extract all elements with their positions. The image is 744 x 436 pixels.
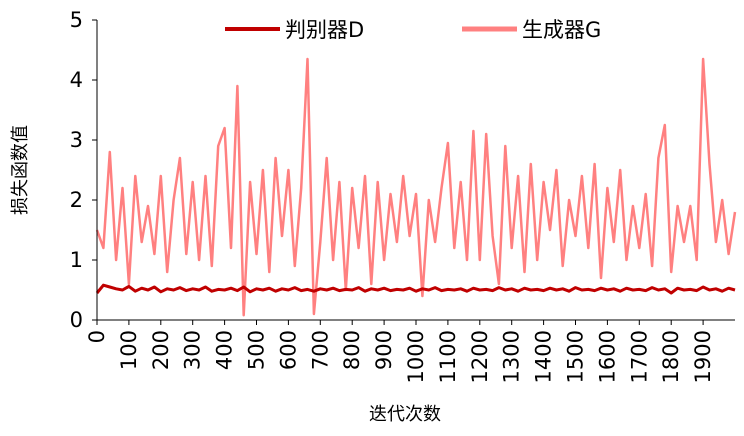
x-tick-label: 1600 <box>595 330 619 383</box>
x-tick-label: 1300 <box>500 330 524 383</box>
y-axis-title: 损失函数值 <box>10 125 31 215</box>
y-tick-label: 5 <box>70 8 83 32</box>
series-line <box>95 57 737 317</box>
x-tick-label: 1700 <box>627 330 651 383</box>
x-tick-label: 600 <box>276 330 300 370</box>
x-tick-label: 700 <box>308 330 332 370</box>
x-tick-label: 1800 <box>659 330 683 383</box>
x-tick-label: 500 <box>245 330 269 370</box>
y-tick-label: 2 <box>70 188 83 212</box>
y-tick-label: 3 <box>70 128 83 152</box>
legend-label: 生成器G <box>522 18 601 42</box>
x-tick-label: 900 <box>372 330 396 370</box>
x-axis-title: 迭代次数 <box>369 404 441 425</box>
x-tick-label: 1100 <box>436 330 460 383</box>
y-tick-label: 1 <box>70 248 83 272</box>
x-tick-label: 200 <box>149 330 173 370</box>
x-tick-label: 1500 <box>564 330 588 383</box>
series-line <box>95 283 736 295</box>
x-tick-label: 100 <box>117 330 141 370</box>
y-tick-label: 0 <box>70 308 83 332</box>
legend-label: 判别器D <box>285 18 364 42</box>
x-tick-label: 1900 <box>691 330 715 383</box>
x-tick-label: 800 <box>340 330 364 370</box>
x-tick-label: 400 <box>213 330 237 370</box>
y-tick-label: 4 <box>70 68 83 92</box>
x-tick-label: 1200 <box>468 330 492 383</box>
x-tick-label: 300 <box>181 330 205 370</box>
x-tick-label: 0 <box>85 330 109 343</box>
x-tick-label: 1400 <box>532 330 556 383</box>
x-tick-label: 1000 <box>404 330 428 383</box>
